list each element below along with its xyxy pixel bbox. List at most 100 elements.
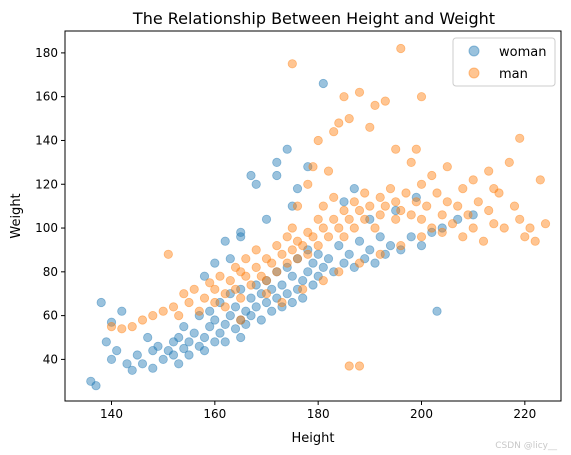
point-man bbox=[354, 87, 365, 97]
point-man bbox=[391, 144, 401, 154]
point-woman bbox=[106, 317, 117, 327]
point-man bbox=[339, 205, 349, 216]
point-woman bbox=[158, 354, 168, 364]
point-woman bbox=[282, 289, 292, 299]
point-woman bbox=[205, 321, 215, 332]
point-man bbox=[344, 214, 354, 224]
point-man bbox=[308, 232, 318, 242]
point-woman bbox=[246, 170, 256, 181]
point-man bbox=[199, 293, 210, 303]
point-man bbox=[251, 262, 261, 272]
point-woman bbox=[339, 258, 349, 268]
point-man bbox=[117, 324, 127, 334]
point-man bbox=[515, 214, 525, 224]
point-man bbox=[163, 249, 173, 259]
point-woman bbox=[354, 236, 365, 246]
point-man bbox=[261, 289, 272, 299]
x-tick-label: 220 bbox=[513, 407, 536, 421]
point-man bbox=[277, 249, 287, 259]
point-woman bbox=[292, 184, 303, 194]
point-woman bbox=[194, 341, 204, 351]
point-woman bbox=[184, 350, 194, 360]
point-man bbox=[313, 214, 323, 224]
point-man bbox=[318, 275, 328, 286]
point-man bbox=[241, 271, 251, 281]
point-man bbox=[292, 201, 303, 211]
point-man bbox=[380, 201, 390, 211]
point-woman bbox=[220, 319, 230, 329]
point-man bbox=[370, 223, 380, 233]
point-man bbox=[220, 289, 230, 299]
point-woman bbox=[91, 381, 101, 391]
point-man bbox=[106, 321, 117, 332]
point-man bbox=[535, 175, 545, 185]
legend-woman-marker bbox=[468, 45, 480, 57]
point-man bbox=[318, 201, 328, 211]
point-man bbox=[416, 92, 427, 102]
point-man bbox=[442, 162, 452, 172]
point-man bbox=[396, 43, 406, 54]
point-man bbox=[308, 162, 318, 172]
point-man bbox=[256, 271, 266, 281]
point-man bbox=[375, 249, 385, 259]
point-man bbox=[349, 197, 359, 207]
point-woman bbox=[308, 280, 318, 290]
point-man bbox=[422, 201, 432, 211]
point-woman bbox=[225, 289, 235, 299]
point-man bbox=[298, 284, 308, 294]
point-woman bbox=[236, 332, 246, 343]
point-man bbox=[323, 166, 334, 176]
point-woman bbox=[148, 345, 158, 356]
point-woman bbox=[432, 306, 442, 316]
legend: woman man bbox=[452, 37, 556, 87]
point-woman bbox=[370, 258, 380, 268]
point-man bbox=[484, 205, 494, 216]
point-woman bbox=[385, 241, 396, 251]
point-man bbox=[416, 232, 427, 242]
point-woman bbox=[298, 293, 308, 303]
plot-frame bbox=[64, 30, 562, 402]
point-man bbox=[349, 223, 359, 233]
point-man bbox=[427, 170, 437, 181]
point-man bbox=[303, 227, 313, 237]
point-man bbox=[282, 232, 292, 242]
point-man bbox=[318, 223, 328, 233]
point-man bbox=[334, 267, 344, 277]
point-man bbox=[215, 271, 225, 281]
point-woman bbox=[106, 354, 117, 364]
point-man bbox=[261, 275, 272, 286]
point-man bbox=[241, 254, 251, 264]
point-man bbox=[282, 258, 292, 268]
point-woman bbox=[282, 144, 292, 154]
point-man bbox=[158, 306, 168, 316]
point-man bbox=[406, 157, 416, 167]
point-woman bbox=[427, 227, 437, 237]
point-woman bbox=[396, 245, 406, 255]
y-tick-label: 40 bbox=[43, 352, 58, 366]
point-woman bbox=[261, 214, 272, 224]
point-woman bbox=[282, 262, 292, 272]
point-man bbox=[329, 214, 339, 224]
point-man bbox=[168, 302, 179, 312]
point-woman bbox=[199, 271, 210, 281]
point-woman bbox=[329, 267, 339, 277]
point-man bbox=[427, 223, 437, 233]
point-man bbox=[236, 267, 246, 277]
point-man bbox=[478, 236, 489, 246]
point-woman bbox=[416, 241, 427, 251]
point-man bbox=[339, 92, 349, 102]
point-woman bbox=[292, 254, 303, 264]
point-woman bbox=[308, 258, 318, 268]
point-woman bbox=[344, 249, 354, 259]
point-woman bbox=[272, 267, 282, 277]
point-woman bbox=[287, 297, 297, 308]
x-tick-label: 200 bbox=[410, 407, 433, 421]
point-man bbox=[194, 306, 204, 316]
point-woman bbox=[225, 254, 235, 264]
point-woman bbox=[210, 337, 220, 347]
point-man bbox=[210, 284, 220, 294]
point-man bbox=[416, 214, 427, 224]
point-man bbox=[329, 192, 339, 202]
point-man bbox=[220, 302, 230, 312]
